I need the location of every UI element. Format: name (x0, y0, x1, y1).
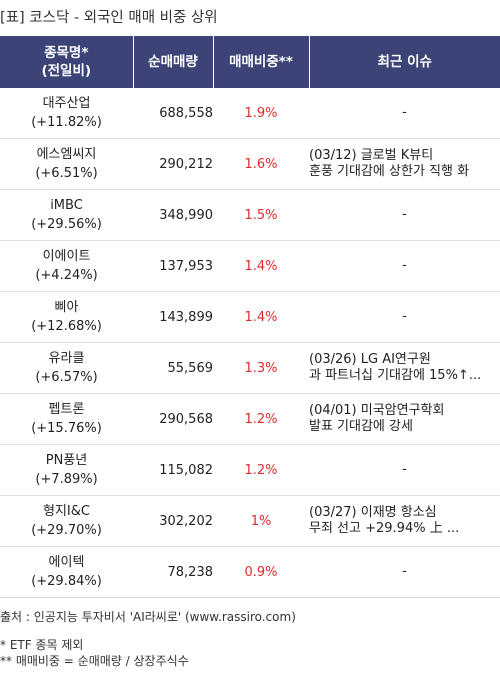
recent-issue-line2: 발표 기대감에 강세 (309, 419, 413, 434)
table-row: 대주산업 (+11.82%) 688,558 1.9% - (0, 88, 500, 139)
table-row: 펩트론 (+15.76%) 290,568 1.2% (04/01) 미국암연구학회 발표… (0, 393, 500, 445)
stock-change: (+6.57%) (35, 370, 98, 385)
stock-name: 에스엠씨지 (36, 147, 97, 162)
stock-name-cell: 대주산업 (+11.82%) (0, 88, 133, 139)
trading-ratio-cell: 1% (213, 495, 309, 547)
recent-issue-cell: (03/27) 이재명 항소심 무죄 선고 +29.94% 上 ... (309, 495, 500, 547)
net-volume-cell: 78,238 (133, 546, 213, 598)
trading-ratio-cell: 0.9% (213, 546, 309, 598)
net-volume-cell: 137,953 (133, 240, 213, 292)
stock-name-cell: iMBC (+29.56%) (0, 189, 133, 241)
recent-issue-line1: - (402, 309, 407, 324)
trading-ratio-cell: 1.4% (213, 240, 309, 292)
table-row: 유라클 (+6.57%) 55,569 1.3% (03/26) LG AI연구원 과 파… (0, 342, 500, 394)
etf-exclusion-note: * ETF 종목 제외 (0, 638, 84, 652)
recent-issue-line1: (03/27) 이재명 항소심 (309, 505, 437, 520)
recent-issue-cell: - (309, 291, 500, 343)
stock-change: (+7.89%) (35, 472, 98, 487)
stock-name: 대주산업 (42, 96, 91, 111)
net-volume-cell: 302,202 (133, 495, 213, 547)
stock-name-cell: 이에이트 (+4.24%) (0, 240, 133, 292)
table-row: 삐아 (+12.68%) 143,899 1.4% - (0, 291, 500, 343)
net-volume-cell: 348,990 (133, 189, 213, 241)
stock-change: (+6.51%) (35, 166, 98, 181)
column-header-name-line1: 종목명* (44, 45, 89, 61)
stock-name: PN풍년 (45, 453, 88, 468)
recent-issue-line1: - (402, 462, 407, 477)
trading-ratio-cell: 1.9% (213, 88, 309, 139)
source-note: 출처 : 인공지능 투자비서 'AI라씨로' (www.rassiro.com) (0, 610, 296, 624)
stock-name-cell: 형지I&C (+29.70%) (0, 495, 133, 547)
column-header-volume: 순매매량 (133, 36, 214, 88)
trading-ratio-cell: 1.2% (213, 444, 309, 496)
recent-issue-line1: (03/12) 글로벌 K뷰티 (309, 148, 434, 163)
table-row: PN풍년 (+7.89%) 115,082 1.2% - (0, 444, 500, 496)
recent-issue-line2: 무죄 선고 +29.94% 上 ... (309, 521, 460, 536)
recent-issue-line2: 훈풍 기대감에 상한가 직행 화 (309, 164, 470, 179)
recent-issue-cell: - (309, 189, 500, 241)
trading-ratio-cell: 1.3% (213, 342, 309, 394)
stock-name-cell: 펩트론 (+15.76%) (0, 393, 133, 445)
stock-change: (+29.70%) (31, 523, 102, 538)
net-volume-cell: 115,082 (133, 444, 213, 496)
net-volume-cell: 688,558 (133, 88, 213, 139)
column-header-name-line2: (전일비) (41, 63, 92, 79)
recent-issue-cell: - (309, 240, 500, 292)
stock-change: (+29.84%) (31, 574, 102, 589)
stock-name-cell: PN풍년 (+7.89%) (0, 444, 133, 496)
table-row: 이에이트 (+4.24%) 137,953 1.4% - (0, 240, 500, 292)
stock-name-cell: 삐아 (+12.68%) (0, 291, 133, 343)
stock-name: 펩트론 (48, 402, 85, 417)
recent-issue-line1: - (402, 105, 407, 120)
table-row: 에스엠씨지 (+6.51%) 290,212 1.6% (03/12) 글로벌 K뷰티 훈… (0, 138, 500, 190)
recent-issue-line1: - (402, 258, 407, 273)
stock-change: (+4.24%) (35, 268, 98, 283)
recent-issue-cell: (04/01) 미국암연구학회 발표 기대감에 강세 (309, 393, 500, 445)
recent-issue-cell: (03/26) LG AI연구원 과 파트너십 기대감에 15%↑... (309, 342, 500, 394)
recent-issue-line1: (04/01) 미국암연구학회 (309, 403, 445, 418)
stock-name: 유라클 (48, 351, 85, 366)
recent-issue-line1: - (402, 564, 407, 579)
net-volume-cell: 290,212 (133, 138, 213, 190)
recent-issue-line1: (03/26) LG AI연구원 (309, 352, 431, 367)
column-header-name: 종목명* (전일비) (0, 36, 134, 88)
table-header-row: 종목명* (전일비) 순매매량 매매비중** 최근 이슈 (0, 36, 500, 88)
ratio-formula-note: ** 매매비중 = 순매매량 / 상장주식수 (0, 654, 189, 668)
stock-name: 삐아 (54, 300, 79, 315)
stock-name-cell: 유라클 (+6.57%) (0, 342, 133, 394)
stock-change: (+15.76%) (31, 421, 102, 436)
stock-name-cell: 에스엠씨지 (+6.51%) (0, 138, 133, 190)
recent-issue-line1: - (402, 207, 407, 222)
net-volume-cell: 290,568 (133, 393, 213, 445)
column-header-issue: 최근 이슈 (309, 36, 500, 88)
stock-name: 에이텍 (48, 555, 85, 570)
recent-issue-line2: 과 파트너십 기대감에 15%↑... (309, 368, 482, 383)
table-body: 대주산업 (+11.82%) 688,558 1.9% - 에스엠씨지 (+6.51%) 29… (0, 88, 500, 598)
table-title: [표] 코스닥 - 외국인 매매 비중 상위 (0, 10, 218, 26)
net-volume-cell: 55,569 (133, 342, 213, 394)
stock-name-cell: 에이텍 (+29.84%) (0, 546, 133, 598)
trading-ratio-cell: 1.4% (213, 291, 309, 343)
recent-issue-cell: (03/12) 글로벌 K뷰티 훈풍 기대감에 상한가 직행 화 (309, 138, 500, 190)
stock-name: 형지I&C (43, 504, 90, 519)
trading-ratio-cell: 1.6% (213, 138, 309, 190)
stock-change: (+11.82%) (31, 115, 102, 130)
stock-change: (+29.56%) (31, 217, 102, 232)
trading-ratio-cell: 1.2% (213, 393, 309, 445)
net-volume-cell: 143,899 (133, 291, 213, 343)
table-row: 형지I&C (+29.70%) 302,202 1% (03/27) 이재명 항소심 무죄… (0, 495, 500, 547)
stock-name: 이에이트 (42, 249, 91, 264)
table-row: 에이텍 (+29.84%) 78,238 0.9% - (0, 546, 500, 598)
stock-change: (+12.68%) (31, 319, 102, 334)
trading-ratio-cell: 1.5% (213, 189, 309, 241)
recent-issue-cell: - (309, 444, 500, 496)
recent-issue-cell: - (309, 546, 500, 598)
recent-issue-cell: - (309, 88, 500, 139)
table-row: iMBC (+29.56%) 348,990 1.5% - (0, 189, 500, 241)
column-header-ratio: 매매비중** (213, 36, 310, 88)
foreign-trading-table: 종목명* (전일비) 순매매량 매매비중** 최근 이슈 대주산업 (+11.82… (0, 36, 500, 598)
stock-name: iMBC (50, 198, 83, 213)
